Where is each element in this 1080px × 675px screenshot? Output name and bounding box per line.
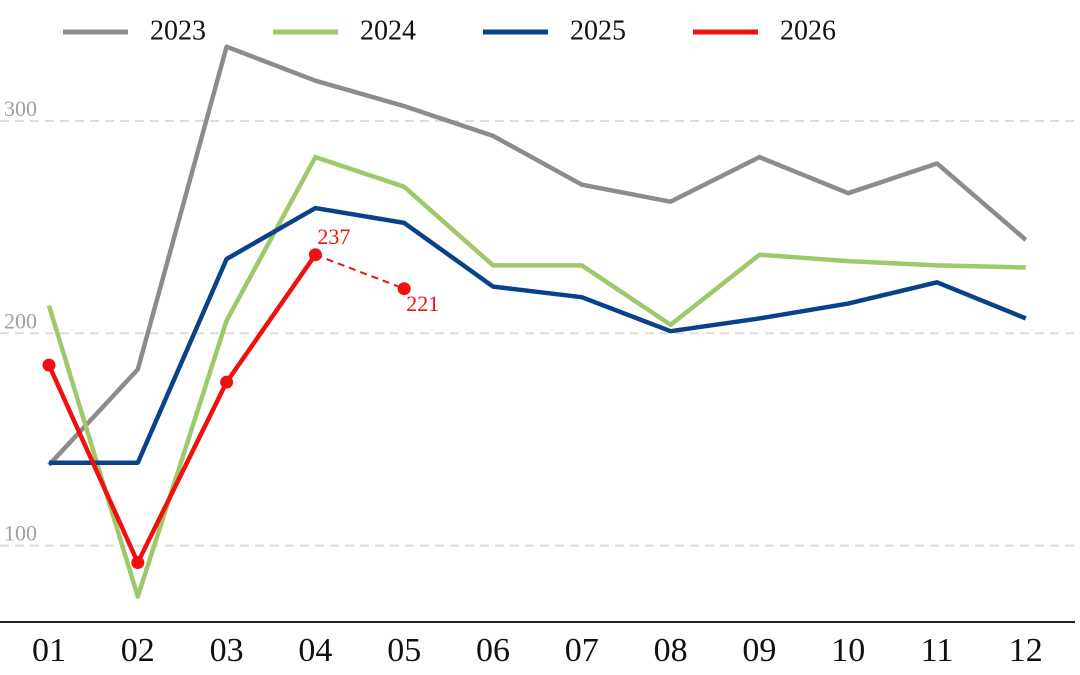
point <box>220 375 234 389</box>
series-line <box>49 205 1027 466</box>
point <box>397 282 411 296</box>
series-line <box>46 154 1026 599</box>
x-tick-label: 10 <box>831 632 865 669</box>
x-tick-label: 08 <box>654 632 688 669</box>
y-tick-label: 300 <box>4 96 37 121</box>
legend-label: 2026 <box>780 15 836 46</box>
x-tick-label: 06 <box>476 632 510 669</box>
x-tick-label: 04 <box>298 632 332 669</box>
point <box>42 358 56 372</box>
x-tick-label: 02 <box>121 632 155 669</box>
x-tick-label: 03 <box>210 632 244 669</box>
legend-label: 2023 <box>150 15 206 46</box>
data-label: 221 <box>406 291 439 316</box>
data-label: 237 <box>317 224 350 249</box>
point <box>308 248 322 262</box>
forecast-line <box>315 253 405 290</box>
legend-label: 2024 <box>360 15 416 46</box>
point <box>131 556 145 570</box>
series-line <box>47 44 1028 467</box>
y-tick-label: 200 <box>4 308 37 333</box>
x-tick-label: 11 <box>921 632 954 669</box>
x-tick-label: 12 <box>1009 632 1043 669</box>
x-tick-label: 09 <box>742 632 776 669</box>
x-tick-label: 01 <box>32 632 66 669</box>
x-tick-label: 07 <box>565 632 599 669</box>
y-tick-label: 100 <box>4 521 37 546</box>
series-line <box>46 253 318 565</box>
x-tick-label: 05 <box>387 632 421 669</box>
legend-label: 2025 <box>570 15 626 46</box>
